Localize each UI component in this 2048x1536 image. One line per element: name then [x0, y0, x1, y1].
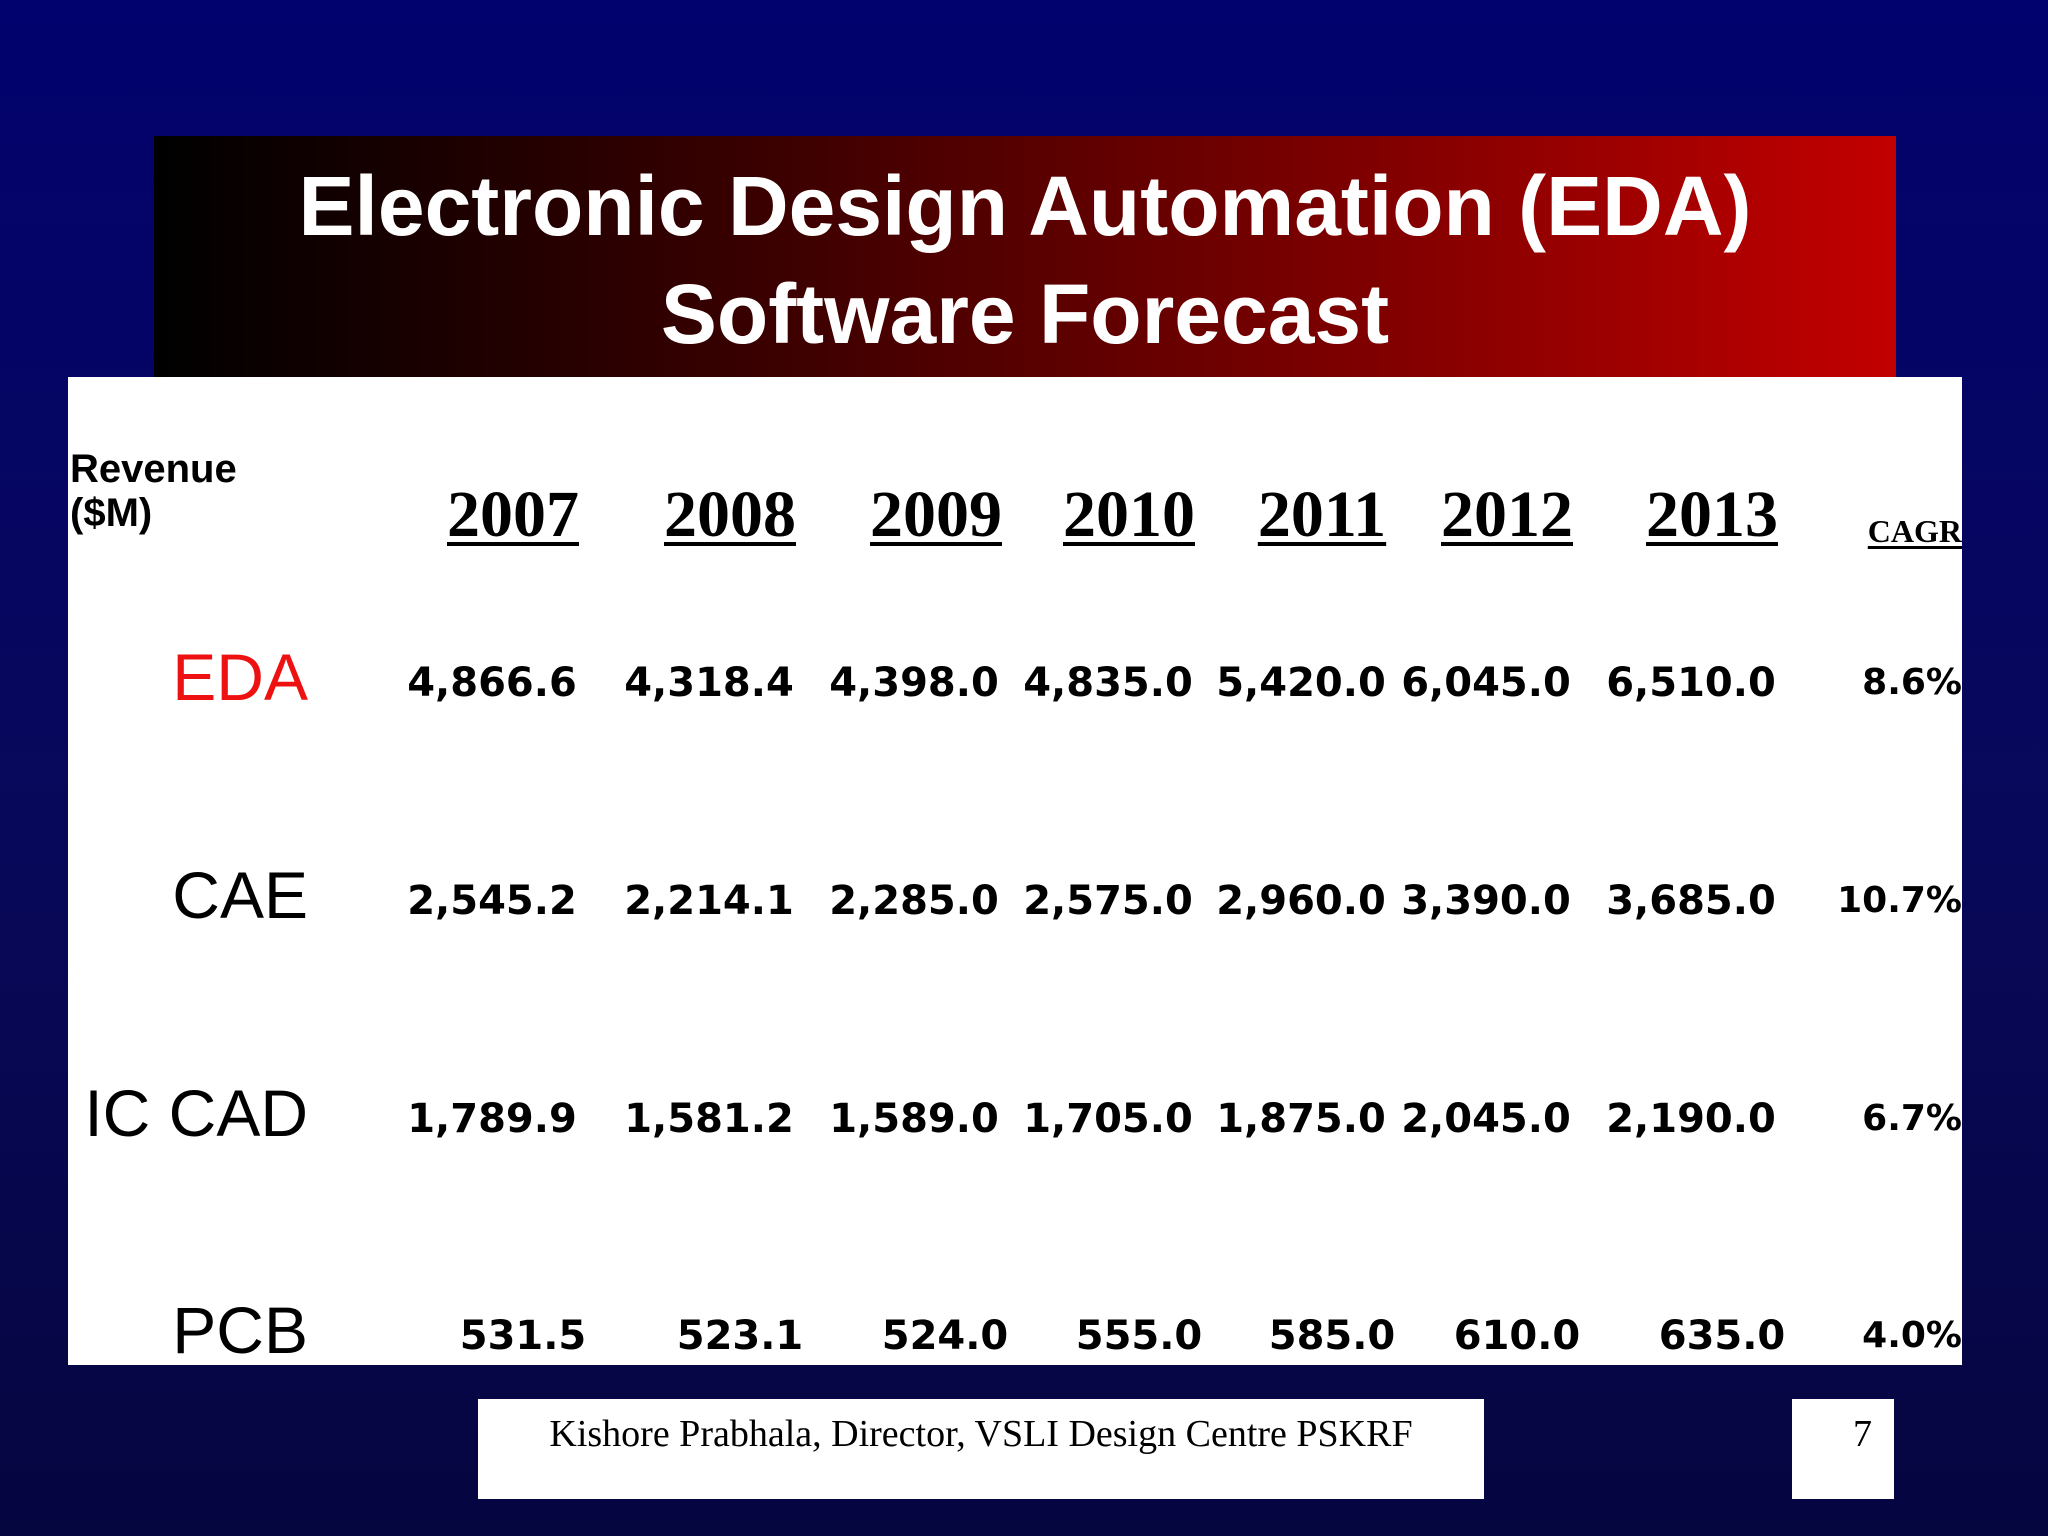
- cagr-cell: 8.6%: [1862, 662, 1962, 703]
- table-cell: 524.0: [881, 1313, 1009, 1359]
- table-cell: 610.0: [1453, 1313, 1581, 1359]
- year-header-2013: 2013: [1646, 478, 1778, 551]
- table-cell: 3,390.0: [1401, 878, 1571, 924]
- table-cell: 2,214.1: [624, 878, 794, 924]
- row-label-cae: CAE: [172, 858, 308, 932]
- table-cell: 5,420.0: [1216, 660, 1386, 706]
- table-cell: 635.0: [1658, 1313, 1786, 1359]
- table-cell: 4,398.0: [829, 660, 999, 706]
- table-cell: 555.0: [1075, 1313, 1203, 1359]
- revenue-table: Revenue ($M) 2007 2008 2009 2010 2011 20…: [68, 377, 1962, 1367]
- year-header-2010: 2010: [1063, 478, 1195, 551]
- table-cell: 2,045.0: [1401, 1096, 1571, 1142]
- title-banner: Electronic Design Automation (EDA) Softw…: [154, 136, 1896, 377]
- slide-title-line-2: Software Forecast: [660, 267, 1390, 361]
- footer-credit-box: Kishore Prabhala, Director, VSLI Design …: [478, 1399, 1484, 1499]
- table-cell: 1,589.0: [829, 1096, 999, 1142]
- table-cell: 3,685.0: [1606, 878, 1776, 924]
- revenue-label-line-1: Revenue: [70, 447, 237, 491]
- revenue-label-line-2: ($M): [70, 491, 153, 535]
- table-cell: 2,285.0: [829, 878, 999, 924]
- table-cell: 2,545.2: [407, 878, 577, 924]
- table-cell: 1,705.0: [1023, 1096, 1193, 1142]
- table-cell: 2,190.0: [1606, 1096, 1776, 1142]
- slide-title-line-1: Electronic Design Automation (EDA): [298, 159, 1752, 253]
- year-header-2011: 2011: [1257, 478, 1387, 551]
- table-cell: 2,575.0: [1023, 878, 1193, 924]
- year-header-2007: 2007: [447, 478, 579, 551]
- row-label-eda: EDA: [172, 640, 308, 714]
- table-cell: 4,835.0: [1023, 660, 1193, 706]
- table-cell: 4,318.4: [624, 660, 794, 706]
- cagr-cell: 4.0%: [1862, 1315, 1962, 1356]
- table-cell: 6,510.0: [1606, 660, 1776, 706]
- year-header-2008: 2008: [664, 478, 796, 551]
- footer-credit: Kishore Prabhala, Director, VSLI Design …: [549, 1413, 1413, 1455]
- page-number: 7: [1853, 1413, 1872, 1455]
- table-cell: 4,866.6: [407, 660, 577, 706]
- page-number-box: 7: [1792, 1399, 1894, 1499]
- table-cell: 1,875.0: [1216, 1096, 1386, 1142]
- year-header-2012: 2012: [1441, 478, 1573, 551]
- table-cell: 531.5: [459, 1313, 587, 1359]
- year-header-2009: 2009: [870, 478, 1002, 551]
- table-cell: 1,581.2: [624, 1096, 794, 1142]
- table-cell: 585.0: [1268, 1313, 1396, 1359]
- table-cell: 1,789.9: [407, 1096, 577, 1142]
- table-cell: 523.1: [676, 1313, 804, 1359]
- table-cell: 6,045.0: [1401, 660, 1571, 706]
- cagr-cell: 6.7%: [1862, 1098, 1962, 1139]
- revenue-unit-label: Revenue ($M): [70, 447, 237, 535]
- cagr-header: CAGR: [1867, 513, 1962, 549]
- row-label-pcb: PCB: [172, 1293, 308, 1367]
- row-label-ic-cad: IC CAD: [84, 1076, 308, 1150]
- cagr-cell: 10.7%: [1837, 880, 1962, 921]
- table-cell: 2,960.0: [1216, 878, 1386, 924]
